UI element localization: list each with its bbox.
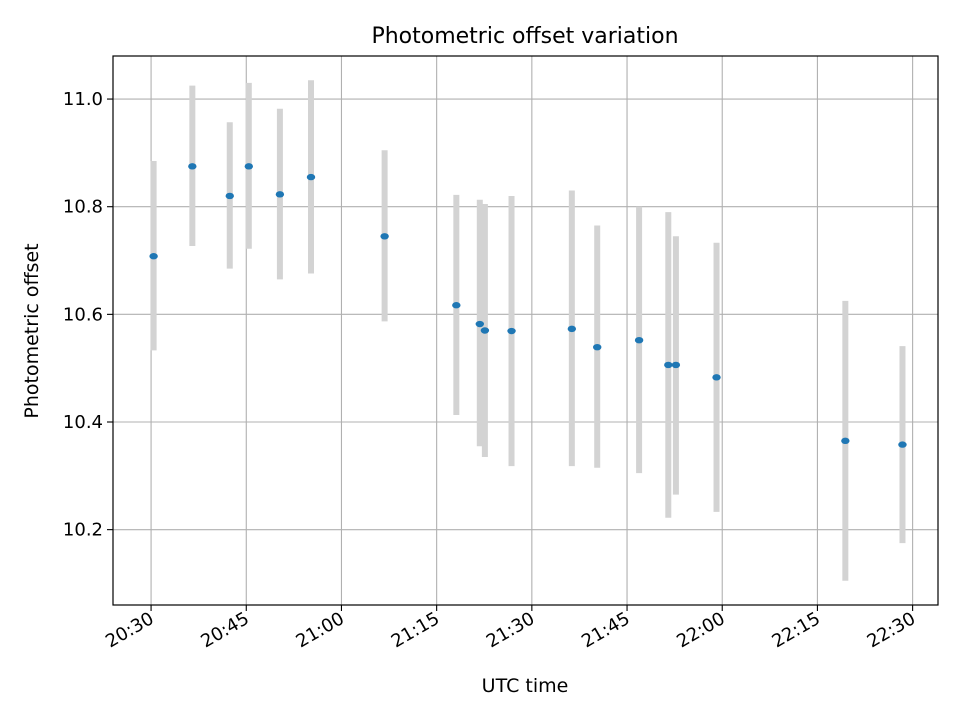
data-point	[480, 327, 490, 334]
data-point	[898, 441, 907, 448]
data-point	[275, 191, 285, 198]
data-point	[841, 437, 850, 445]
y-axis-ticks: 10.2 10.4 10.6 10.8 11.0	[63, 89, 113, 541]
data-point	[149, 253, 158, 260]
y-tick-label: 11.0	[63, 89, 103, 110]
y-tick-label: 10.8	[63, 197, 103, 218]
y-tick-label: 10.4	[63, 412, 103, 433]
data-point	[712, 374, 721, 381]
plot-frame	[112, 55, 939, 606]
data-point	[188, 163, 197, 170]
data-point	[507, 327, 516, 335]
data-point	[593, 343, 602, 351]
data-point	[475, 320, 485, 328]
data-point	[244, 163, 254, 170]
data-point	[671, 361, 681, 369]
chart-title: Photometric offset variation	[371, 24, 678, 49]
y-tick-label: 10.6	[63, 304, 103, 325]
data-point	[664, 361, 673, 369]
data-point	[380, 233, 389, 240]
data-points	[149, 163, 907, 448]
y-axis-label: Photometric offset	[21, 243, 43, 418]
data-point	[567, 325, 577, 333]
data-point	[225, 192, 234, 200]
grid-lines	[113, 56, 938, 605]
y-tick-label: 10.2	[63, 520, 103, 541]
x-axis-label: UTC time	[482, 675, 569, 697]
data-point	[634, 336, 644, 344]
data-point	[452, 302, 461, 309]
data-point	[306, 173, 316, 181]
